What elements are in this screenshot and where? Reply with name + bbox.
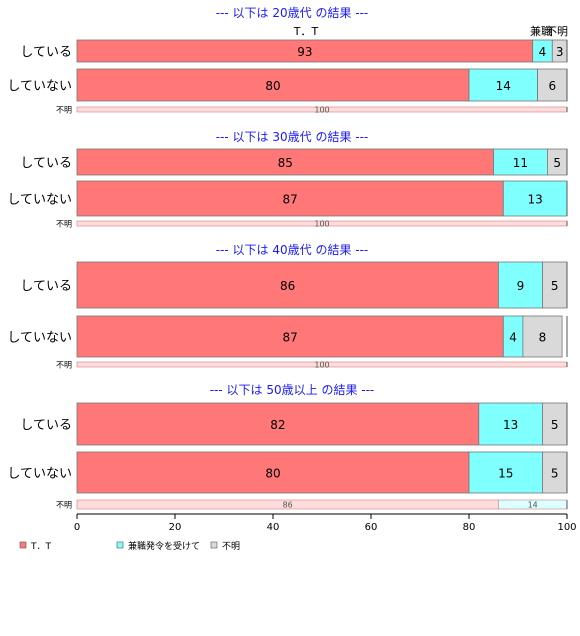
panel-title: --- 以下は 30歳代 の結果 --- (216, 130, 369, 144)
data-label: 100 (314, 220, 329, 229)
row-label: していない (7, 193, 72, 208)
bar-segment (497, 261, 543, 309)
bar-segment (493, 148, 548, 176)
bar-segment (76, 451, 470, 494)
legend-swatch (19, 541, 27, 549)
data-label: 80 (265, 467, 280, 481)
bar-segment (468, 68, 538, 102)
data-label: 100 (314, 361, 329, 370)
row-label: していない (7, 331, 72, 346)
legend-swatch (210, 541, 218, 549)
data-label: 85 (278, 156, 293, 170)
legend-label: 不明 (222, 541, 240, 552)
data-label: 100 (314, 106, 329, 115)
data-label: 8 (539, 331, 547, 345)
column-header: 兼職 (530, 25, 552, 38)
x-tick-label: 40 (267, 522, 280, 533)
data-label: 87 (283, 331, 298, 345)
bar-segment (76, 148, 494, 176)
row-label: していない (7, 79, 72, 94)
data-label: 11 (513, 156, 528, 170)
bar-segment (76, 402, 480, 446)
panel-title: --- 以下は 50歳以上 の結果 --- (210, 383, 375, 397)
bar-segment (76, 68, 470, 102)
column-header: T．T (293, 25, 319, 38)
data-label: 9 (517, 279, 525, 293)
bar-segment (537, 68, 568, 102)
bar-segment (76, 261, 499, 309)
x-tick-label: 20 (169, 522, 182, 533)
row-label: 不明 (56, 220, 72, 229)
data-label: 4 (509, 331, 517, 345)
legend-swatch (116, 541, 124, 549)
data-label: 4 (539, 45, 547, 59)
x-tick-label: 80 (463, 522, 476, 533)
data-label: 3 (556, 45, 564, 59)
data-label: 5 (551, 279, 559, 293)
data-label: 15 (498, 467, 513, 481)
row-label: 不明 (56, 501, 72, 510)
x-tick-label: 60 (365, 522, 378, 533)
column-header: 不明 (546, 25, 568, 38)
row-label: している (20, 418, 72, 433)
data-label: 5 (553, 156, 561, 170)
panel-title: --- 以下は 40歳代 の結果 --- (216, 243, 369, 257)
data-label: 80 (265, 79, 280, 93)
data-label: 5 (551, 467, 559, 481)
data-label: 87 (283, 193, 298, 207)
data-label: 14 (496, 79, 511, 93)
row-label: している (20, 156, 72, 171)
bar-segment (522, 315, 563, 358)
bar-segment (76, 180, 504, 217)
data-label: 13 (503, 418, 518, 432)
x-tick-label: 0 (74, 522, 80, 533)
data-label: 14 (528, 501, 538, 510)
row-label: 不明 (56, 106, 72, 115)
data-label: 86 (283, 501, 293, 510)
x-tick-label: 100 (557, 522, 576, 533)
data-label: 13 (528, 193, 543, 207)
data-label: 93 (297, 45, 312, 59)
bar-segment (478, 402, 543, 446)
data-label: 86 (280, 279, 295, 293)
legend-label: T．T (30, 542, 51, 552)
panel-title: --- 以下は 20歳代 の結果 --- (216, 6, 369, 20)
data-label: 82 (270, 418, 285, 432)
data-label: 6 (548, 79, 556, 93)
data-label: 5 (551, 418, 559, 432)
bar-segment (76, 315, 504, 358)
row-label: 不明 (56, 361, 72, 370)
bar-segment (502, 180, 568, 217)
row-label: している (20, 279, 72, 294)
legend-label: 兼職発令を受けて (128, 540, 200, 552)
row-label: していない (7, 467, 72, 482)
bar-segment (542, 261, 568, 309)
row-label: している (20, 45, 72, 60)
